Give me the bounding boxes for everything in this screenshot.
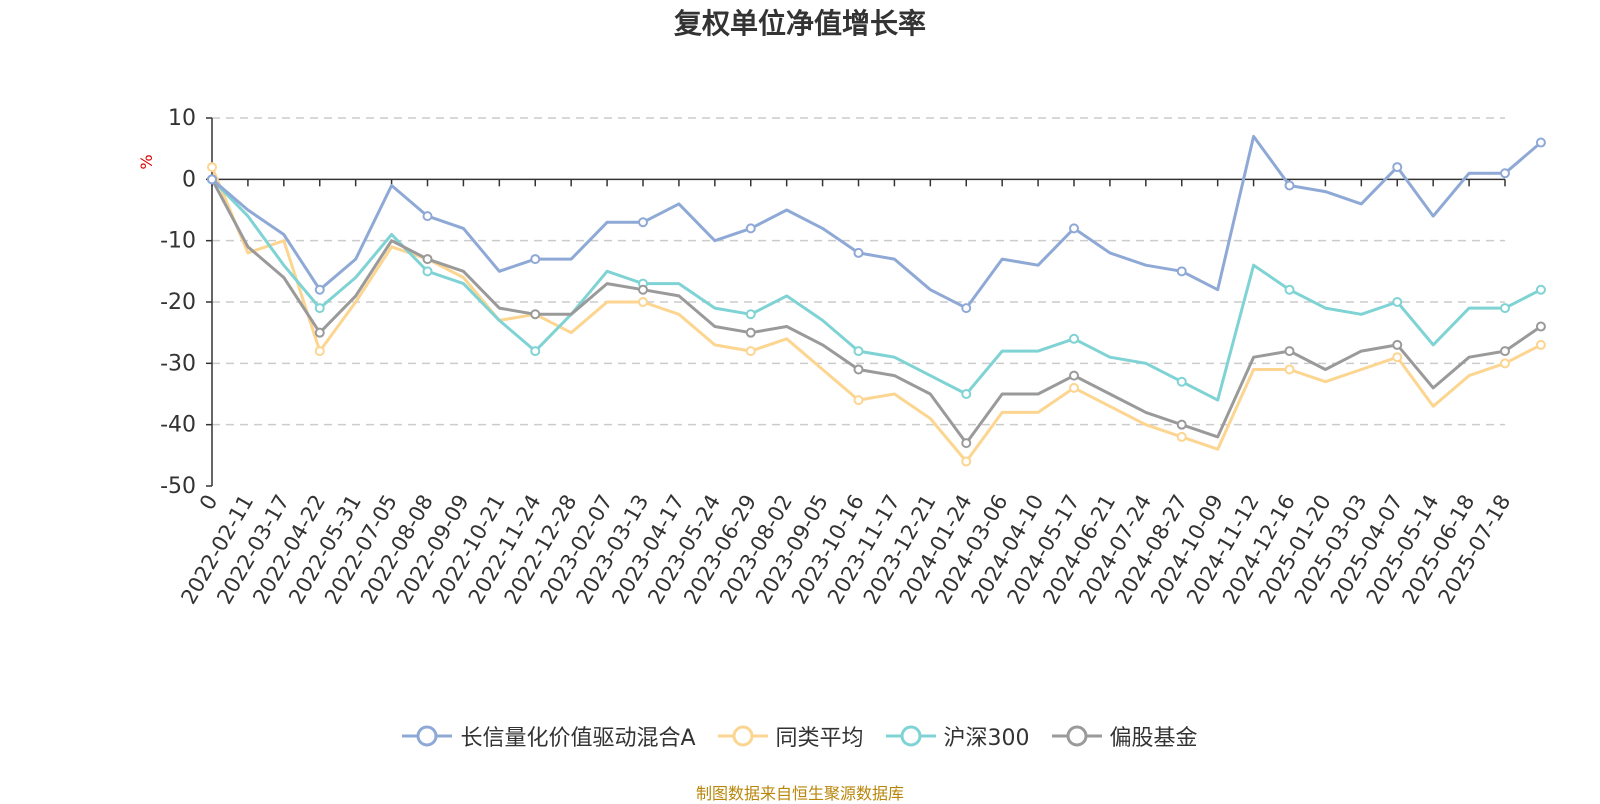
data-point — [314, 346, 325, 357]
data-point — [1069, 370, 1079, 381]
data-point — [745, 309, 756, 320]
data-point — [1069, 223, 1079, 234]
legend-marker-icon — [885, 725, 936, 747]
y-tick-label: -20 — [160, 290, 196, 315]
y-tick-label: -50 — [160, 474, 196, 499]
grid-lines — [212, 117, 1505, 426]
y-tick-label: 10 — [168, 106, 196, 131]
data-point — [1500, 346, 1510, 357]
data-point — [1284, 284, 1295, 295]
legend-item[interactable]: 偏股基金 — [1051, 720, 1198, 752]
series-line — [210, 178, 1542, 445]
data-point — [853, 247, 864, 258]
data-point — [1069, 333, 1079, 344]
data-point — [1500, 358, 1510, 369]
data-point — [314, 303, 325, 314]
data-point — [745, 327, 756, 338]
data-point — [530, 309, 541, 320]
x-tick-label: 0 — [195, 491, 222, 515]
data-point — [422, 254, 433, 265]
legend-label: 长信量化价值驱动混合A — [460, 726, 696, 751]
data-point — [1284, 346, 1295, 357]
series-line — [211, 134, 1542, 310]
legend-item[interactable]: 长信量化价值驱动混合A — [402, 720, 696, 752]
data-point — [1392, 297, 1403, 307]
series-line — [210, 178, 1542, 402]
x-tick-labels: 02022-02-112022-03-172022-04-222022-05-3… — [176, 490, 1515, 608]
series-line — [210, 166, 1542, 463]
y-axis-label: % — [137, 154, 156, 169]
data-point — [314, 284, 325, 295]
data-point — [207, 174, 217, 185]
chart-title: 复权单位净值增长率 — [673, 7, 926, 40]
legend-item[interactable]: 同类平均 — [717, 720, 864, 752]
data-point — [422, 211, 433, 222]
data-point — [1284, 364, 1295, 375]
data-point — [961, 303, 972, 314]
data-point — [961, 389, 972, 399]
data-point — [530, 346, 541, 357]
data-point — [745, 346, 756, 357]
legend-label: 偏股基金 — [1109, 726, 1198, 751]
data-point — [961, 456, 972, 467]
y-tick-label: -30 — [160, 351, 196, 376]
data-point — [1176, 419, 1187, 430]
y-tick-label: 0 — [182, 167, 196, 192]
data-point — [1176, 431, 1187, 442]
y-tick-label: -40 — [160, 413, 196, 438]
data-point — [530, 254, 541, 265]
data-point — [1500, 168, 1510, 179]
data-point — [207, 162, 217, 173]
data-point — [1500, 303, 1510, 314]
data-point — [853, 346, 864, 357]
legend-marker-icon — [717, 725, 768, 747]
legend-marker-icon — [402, 725, 453, 747]
data-point — [638, 284, 648, 295]
legend: 长信量化价值驱动混合A 同类平均 沪深300 偏股基金 — [0, 720, 1600, 752]
data-point — [961, 438, 972, 449]
data-point — [853, 364, 864, 375]
data-point — [1392, 339, 1403, 350]
data-point — [1392, 352, 1403, 363]
data-point — [1176, 376, 1187, 387]
data-point — [1535, 284, 1546, 295]
data-point — [745, 223, 756, 234]
series-lines — [207, 134, 1546, 467]
data-point — [1284, 180, 1295, 191]
data-point — [1535, 339, 1546, 350]
legend-item[interactable]: 沪深300 — [885, 720, 1030, 752]
data-point — [853, 395, 864, 406]
source-note: 制图数据来自恒生聚源数据库 — [695, 784, 904, 803]
data-point — [638, 297, 648, 307]
y-tick-label: -10 — [160, 229, 196, 254]
data-point — [422, 266, 433, 277]
data-point — [638, 217, 648, 228]
data-point — [1535, 321, 1546, 332]
data-point — [1392, 162, 1403, 173]
data-point — [314, 327, 325, 338]
data-point — [1535, 137, 1546, 148]
legend-label: 同类平均 — [775, 726, 864, 751]
legend-label: 沪深300 — [943, 726, 1030, 751]
legend-marker-icon — [1051, 725, 1102, 747]
y-tick-labels: 10 0 -10 -20 -30 -40 -50 — [160, 106, 196, 499]
data-point — [1176, 266, 1187, 277]
data-point — [1069, 382, 1079, 393]
